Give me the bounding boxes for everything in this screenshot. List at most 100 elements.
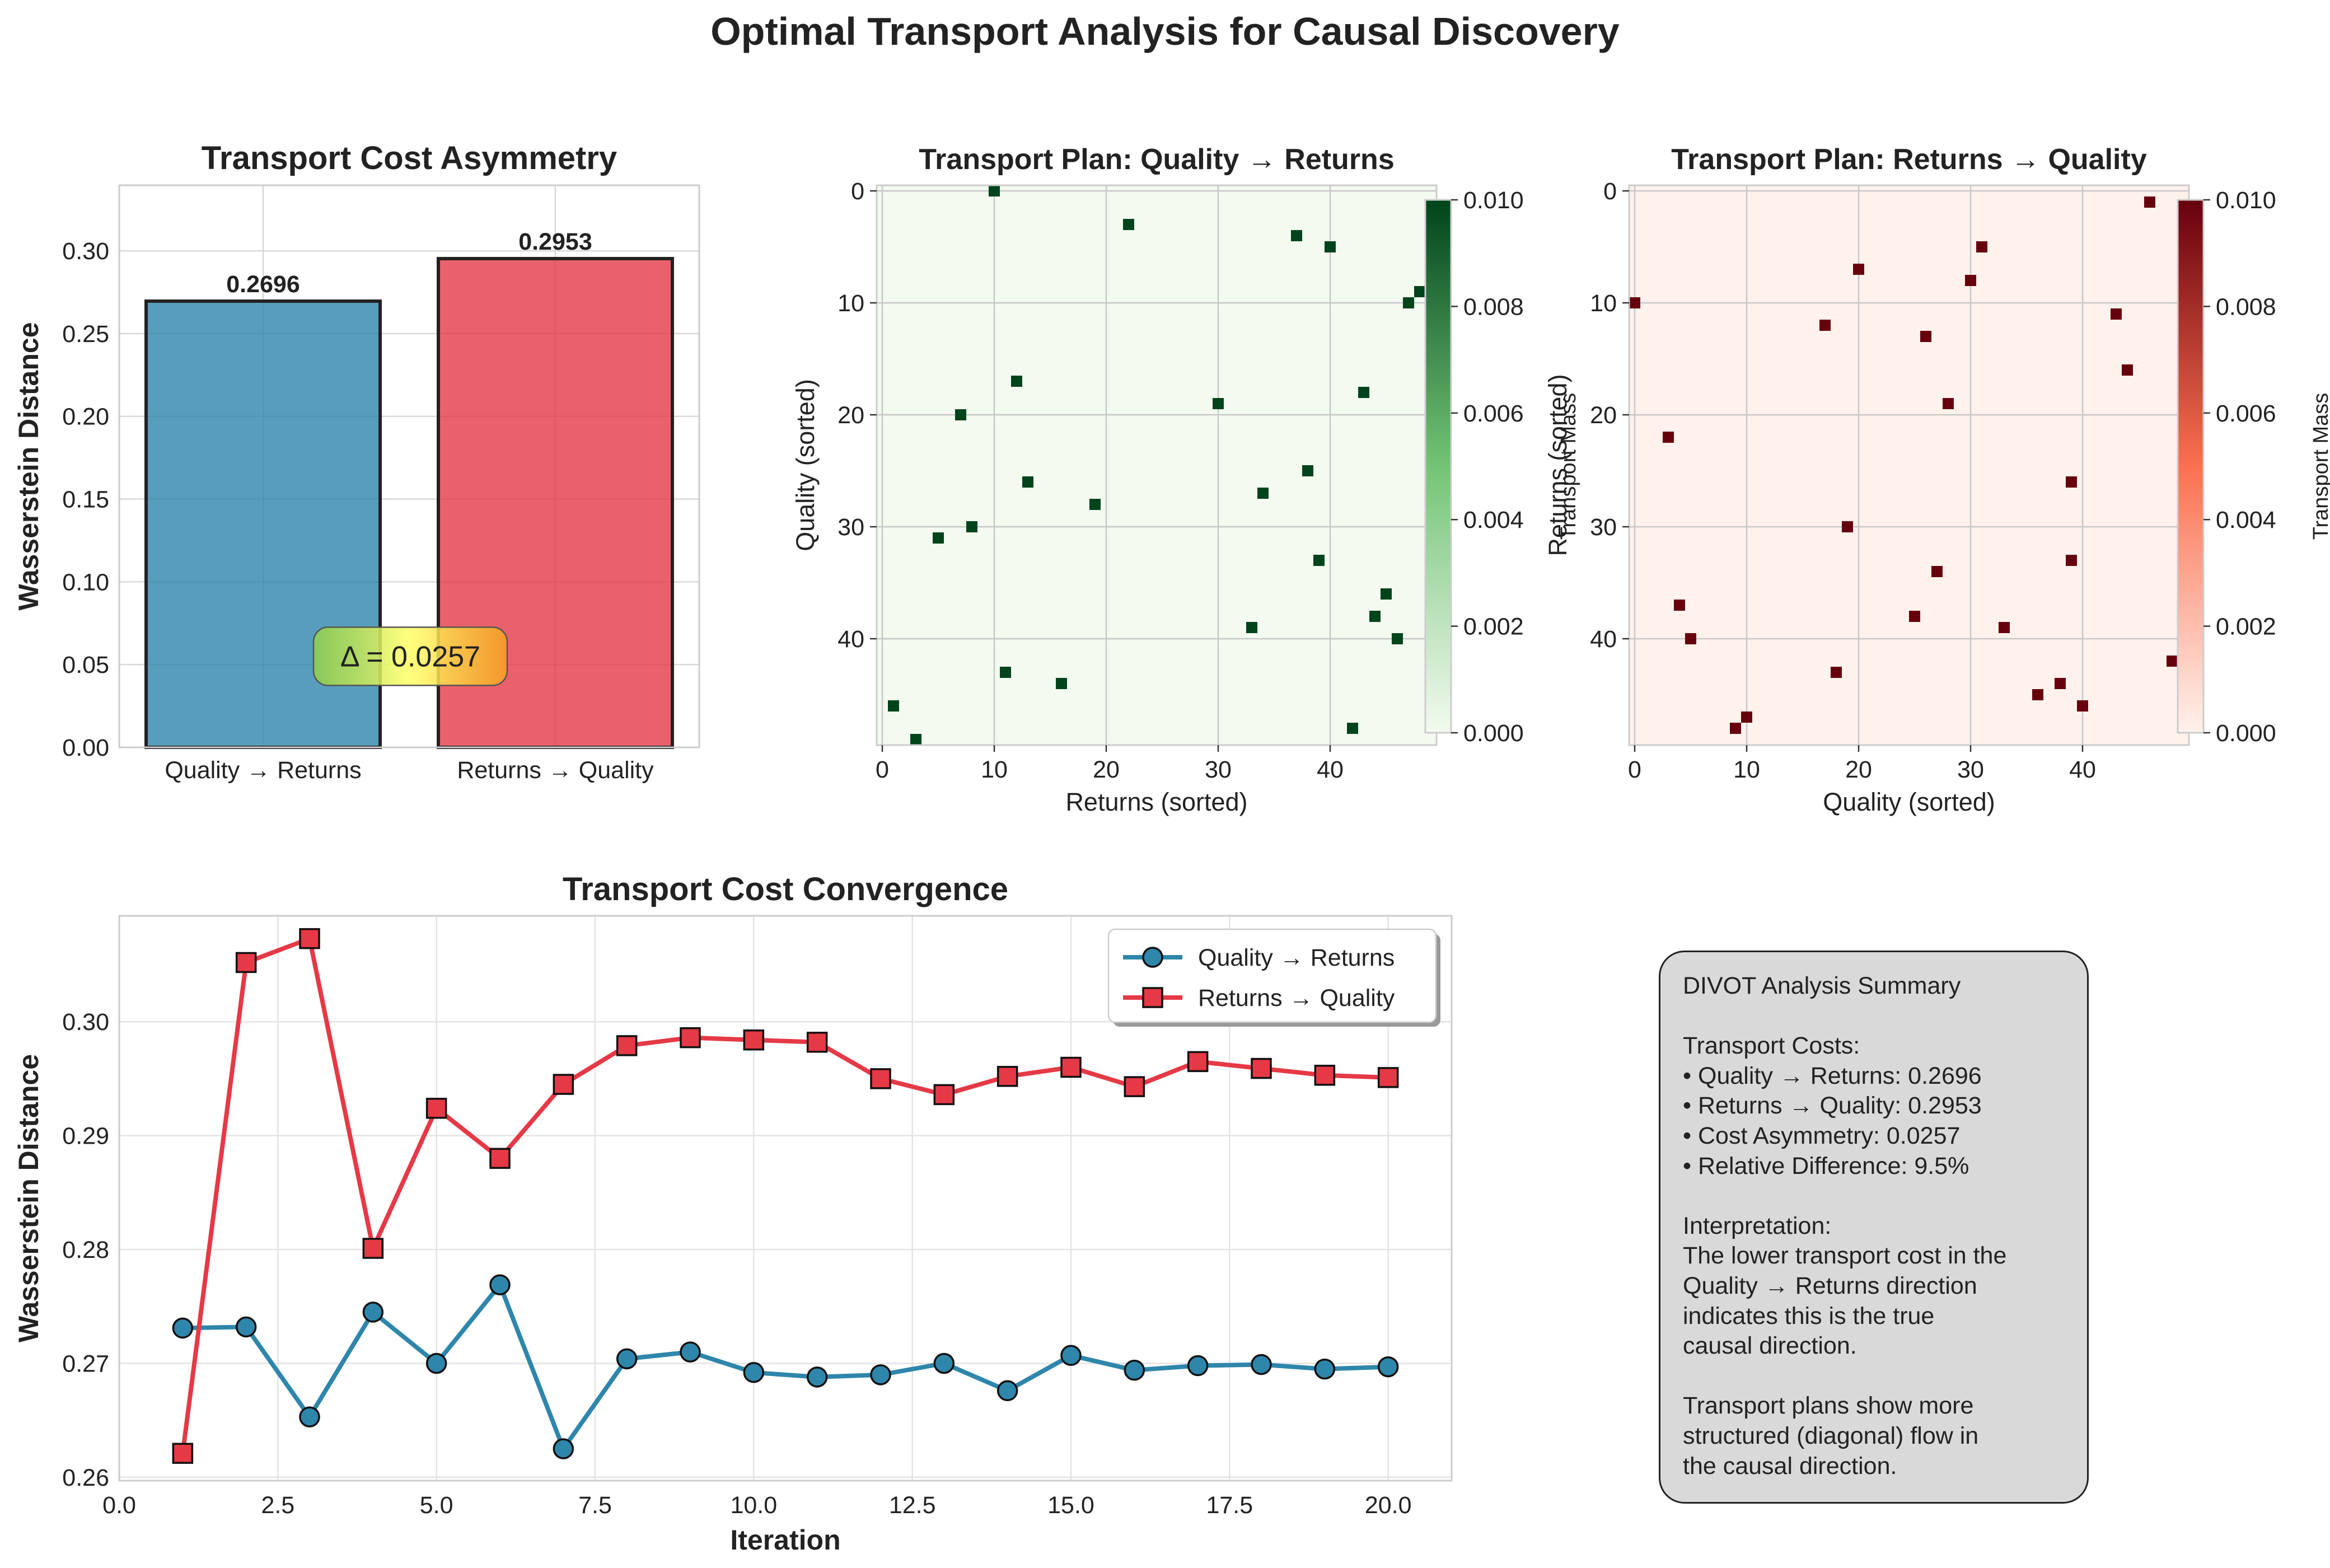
data-point: [1314, 1065, 1336, 1086]
data-point: [1377, 1356, 1399, 1378]
figure-title: Optimal Transport Analysis for Causal Di…: [710, 10, 1620, 53]
colorbar-tick-label: 0.004: [1463, 507, 1524, 533]
data-point: [235, 952, 257, 973]
colorbar-tick-label: 0.010: [1463, 187, 1524, 214]
y-tick-label: 0.26: [62, 1464, 109, 1491]
data-point: [425, 1098, 447, 1119]
data-point: [1314, 1358, 1336, 1380]
y-tick-label: 40: [1590, 626, 1617, 653]
y-tick-label: 10: [838, 290, 864, 317]
data-point: [172, 1317, 194, 1339]
heatmap-cell: [1291, 230, 1302, 241]
x-tick-label: Returns → Quality: [457, 757, 654, 784]
data-point: [1124, 1076, 1145, 1097]
heatmap-cell: [1842, 521, 1853, 532]
x-tick-label: 0: [876, 756, 889, 783]
heatmap-cell: [1403, 297, 1414, 308]
y-axis-label: Quality (sorted): [791, 379, 820, 551]
chart-title: Transport Plan: Returns → Quality: [1671, 143, 2147, 176]
legend-marker: [1142, 947, 1163, 968]
data-point: [1124, 1359, 1145, 1381]
colorbar-tick-label: 0.006: [1463, 400, 1524, 427]
heatmap-cell: [1011, 376, 1022, 387]
heatmap-cell: [1381, 588, 1392, 600]
heatmap-cell: [1246, 622, 1257, 633]
heatmap-cell: [2122, 364, 2133, 376]
data-point: [489, 1148, 511, 1169]
heatmap-cell: [1976, 241, 1987, 252]
y-tick-label: 0.29: [62, 1123, 109, 1150]
data-point: [362, 1302, 384, 1323]
data-point: [1187, 1051, 1209, 1073]
data-point: [299, 928, 320, 949]
heatmap-cell: [1943, 398, 1954, 409]
data-point: [870, 1364, 891, 1386]
heatmap-cell: [1302, 465, 1313, 476]
series-line-2: [180, 936, 1388, 1454]
x-tick-label: 10.0: [730, 1492, 777, 1519]
colorbar-label: Transport Mass: [1557, 393, 1580, 540]
heatmap-cell: [1965, 275, 1976, 286]
colorbar-tick-label: 0.002: [1463, 614, 1524, 640]
data-point: [743, 1361, 765, 1383]
data-point: [680, 1341, 701, 1363]
heatmap-cell: [1674, 600, 1685, 611]
data-point: [870, 1068, 891, 1089]
data-point: [425, 1352, 447, 1374]
heatmap-cell: [1257, 488, 1269, 499]
x-tick-label: 20: [1093, 756, 1120, 783]
x-tick-label: 40: [1317, 756, 1344, 783]
heatmap-cell: [955, 409, 966, 420]
data-point: [933, 1352, 955, 1374]
data-point: [1187, 1355, 1209, 1377]
data-point: [806, 1366, 828, 1388]
data-point: [489, 1274, 511, 1295]
colorbar-tick-label: 0.010: [2216, 187, 2276, 214]
heatmap-cell: [2066, 476, 2077, 488]
data-point: [680, 1027, 701, 1049]
heatmap-cell: [1931, 566, 1943, 577]
y-axis-label: Wasserstein Distance: [13, 322, 44, 610]
x-tick-label: 15.0: [1047, 1492, 1094, 1519]
heatmap-cell: [1313, 555, 1325, 566]
chart-title: Transport Cost Convergence: [563, 871, 1008, 907]
heatmap-cell: [1392, 633, 1403, 644]
x-tick-label: 7.5: [578, 1492, 612, 1519]
axes-frame: [118, 915, 1453, 1482]
y-tick-label: 20: [1590, 402, 1617, 429]
series-line-1: [183, 1283, 1388, 1452]
data-point: [616, 1348, 638, 1370]
heatmap-cell: [1730, 723, 1741, 734]
y-tick-label: 30: [838, 514, 864, 541]
colorbar-tick-label: 0.002: [2216, 614, 2276, 640]
heatmap-cell: [989, 185, 1000, 196]
y-tick-label: 30: [1590, 514, 1617, 541]
heatmap-cell: [966, 521, 977, 532]
x-tick-label: 0.0: [102, 1492, 136, 1519]
x-tick-label: Quality → Returns: [165, 757, 361, 784]
legend-label: Quality → Returns: [1198, 944, 1395, 971]
colorbar-tick-label: 0.004: [2216, 507, 2276, 533]
y-tick-label: 0: [1603, 178, 1617, 205]
colorbar-tick-label: 0.000: [1463, 720, 1524, 747]
x-tick-label: 12.5: [889, 1492, 936, 1519]
data-point: [1060, 1056, 1082, 1078]
x-tick-label: 10: [981, 756, 1008, 783]
heatmap-cell: [2144, 196, 2155, 208]
heatmap-cell: [1056, 678, 1067, 689]
bar-value-label: 0.2953: [518, 228, 592, 255]
heatmap-cell: [1000, 667, 1011, 678]
data-point: [1251, 1057, 1272, 1079]
heatmap-cell: [1741, 712, 1752, 723]
x-tick-label: 0: [1628, 756, 1641, 783]
heatmap-cell: [2111, 308, 2122, 320]
heatmap-cell: [888, 700, 899, 712]
data-point: [1377, 1067, 1399, 1088]
y-tick-label: 0.20: [62, 404, 109, 430]
heatmap-cell: [2167, 656, 2178, 667]
y-tick-label: 0.25: [62, 321, 109, 348]
data-point: [235, 1316, 257, 1338]
axes-frame: [118, 184, 700, 748]
heatmap-cell: [933, 532, 944, 544]
x-axis-label: Returns (sorted): [1065, 788, 1247, 816]
